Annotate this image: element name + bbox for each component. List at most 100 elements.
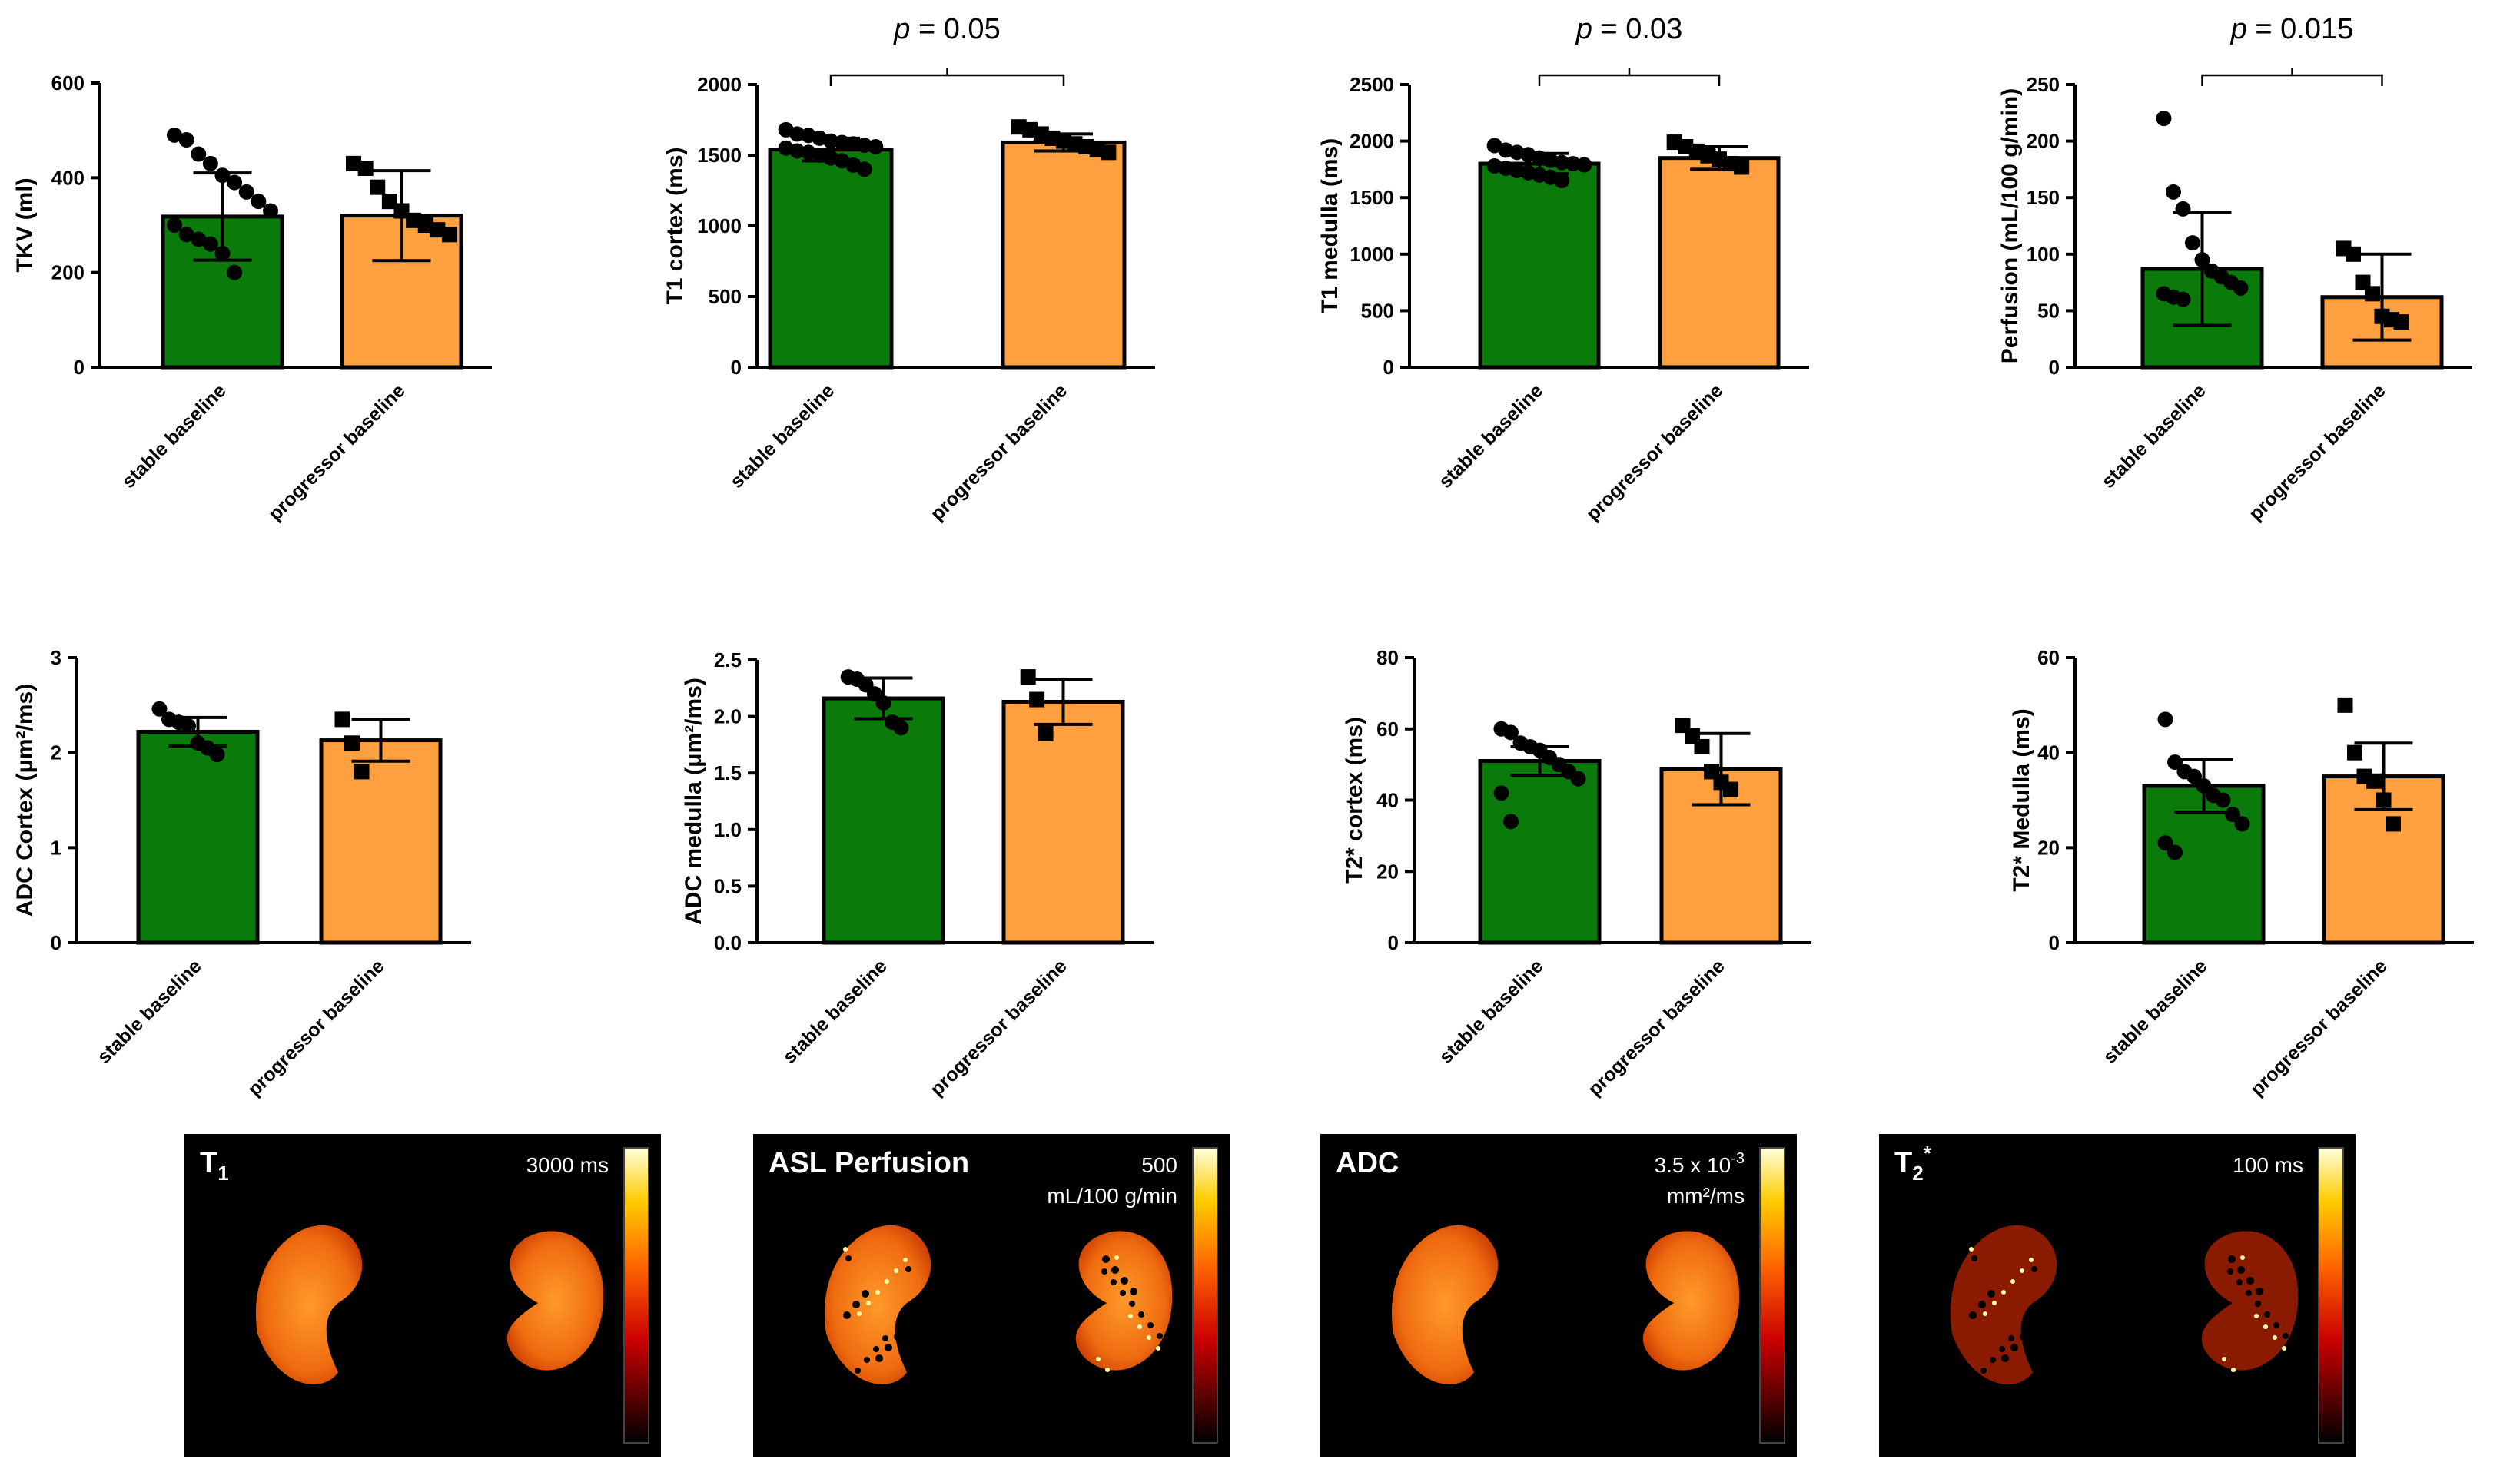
map-speckle [2227, 1268, 2233, 1275]
p-value-label: p = 0.015 [2230, 13, 2354, 45]
data-point-stable [2167, 754, 2183, 771]
data-point-stable [263, 203, 278, 219]
category-label-stable: stable baseline [726, 380, 839, 492]
data-point-stable [151, 701, 168, 717]
data-point-stable [2185, 235, 2200, 251]
y-tick-label: 80 [1376, 646, 1399, 669]
y-tick-label: 0 [74, 356, 85, 379]
bar-progressor-baseline [1001, 699, 1125, 945]
map-speckle [2279, 1357, 2286, 1364]
category-label-progressor: progressor baseline [264, 380, 410, 525]
map-speckle [2001, 1290, 2006, 1295]
map-speckle [1157, 1333, 1163, 1339]
category-label-progressor: progressor baseline [1584, 955, 1729, 1100]
category-label-stable: stable baseline [779, 955, 891, 1068]
p-value-symbol: p [2230, 13, 2247, 45]
y-tick-label: 60 [2037, 646, 2060, 669]
map-speckle [894, 1333, 901, 1341]
y-axis-label: Perfusion (mL/100 g/min) [1997, 88, 2023, 363]
map-speckle [2029, 1258, 2034, 1262]
y-tick-label: 500 [1361, 299, 1394, 322]
data-point-progressor [2366, 773, 2382, 789]
data-point-progressor [357, 161, 374, 176]
data-point-stable [238, 184, 254, 200]
data-point-progressor [354, 764, 370, 780]
data-point-stable [2167, 844, 2183, 860]
map-scale-text: mm²/ms [1667, 1184, 1745, 1208]
data-point-progressor [442, 227, 457, 243]
p-value-symbol: p [1575, 13, 1592, 45]
y-tick-label: 2.5 [714, 648, 742, 671]
map-speckle [2283, 1333, 2289, 1339]
map-speckle [2263, 1324, 2268, 1329]
category-label-stable: stable baseline [1435, 955, 1548, 1068]
data-point-stable [2175, 291, 2191, 307]
data-point-stable [2175, 201, 2191, 217]
category-label-progressor: progressor baseline [926, 380, 1071, 525]
map-speckle [1971, 1255, 1977, 1261]
category-label-stable: stable baseline [93, 955, 206, 1068]
left-kidney [1950, 1225, 2057, 1384]
right-kidney [506, 1231, 604, 1371]
map-speckle [1980, 1368, 1987, 1374]
map-scale-label: 100 ms [2233, 1153, 2303, 1177]
map-panel-4: T2* 100 ms [1879, 1134, 2356, 1457]
data-point-progressor [417, 217, 433, 233]
map-speckle [1138, 1311, 1144, 1318]
significance-bracket [829, 74, 1065, 86]
map-speckle [2256, 1288, 2263, 1295]
data-point-stable [202, 155, 218, 171]
chart-5: 0 1 2 3 ADC Cortex (μm²/ms) stable baseline pr… [12, 646, 471, 1100]
y-tick-label: 20 [2037, 836, 2060, 859]
map-speckle [873, 1346, 879, 1352]
map-title: T2* [1894, 1142, 1932, 1185]
data-point-stable [227, 264, 243, 280]
map-speckle [1129, 1301, 1135, 1307]
map-speckle [1969, 1311, 1977, 1319]
category-label-progressor: progressor baseline [926, 955, 1071, 1100]
y-tick-label: 40 [2037, 741, 2060, 764]
map-speckle [2255, 1301, 2261, 1307]
map-scale-text: 100 ms [2233, 1153, 2303, 1177]
data-point-progressor [381, 194, 397, 210]
data-point-stable [2234, 816, 2250, 832]
map-speckle [1093, 1368, 1101, 1375]
data-point-stable [1576, 157, 1592, 173]
map-speckle [2282, 1346, 2286, 1351]
y-axis-label: T2* Medulla (ms) [2009, 708, 2034, 891]
map-title: T1 [200, 1147, 229, 1185]
map-title: ADC [1336, 1147, 1399, 1179]
bar-progressor-baseline [1658, 156, 1781, 370]
data-point-stable [789, 126, 805, 142]
y-tick-label: 2.0 [714, 705, 742, 728]
map-speckle [1120, 1290, 1126, 1296]
data-point-stable [875, 695, 891, 711]
data-point-progressor [1723, 781, 1738, 797]
bar-stable-baseline [136, 729, 260, 945]
y-tick-label: 60 [1376, 718, 1399, 741]
map-speckle [2029, 1322, 2037, 1330]
map-scale-text: mL/100 g/min [1047, 1184, 1177, 1208]
data-point-progressor [2386, 816, 2401, 832]
p-value-number: = 0.05 [910, 13, 1000, 45]
map-title-subscript: 1 [217, 1162, 228, 1185]
map-speckle [1096, 1357, 1101, 1361]
y-tick-label: 0.0 [714, 931, 742, 954]
map-scale-label: mm²/ms [1667, 1184, 1745, 1208]
chart-7: 0 20 40 60 80 T2* cortex (ms) stable baseline p… [1342, 646, 1811, 1100]
data-point-progressor [1694, 738, 1710, 754]
data-point-stable [1570, 771, 1586, 787]
y-tick-label: 1000 [1350, 243, 1394, 266]
y-axis-label: TKV (ml) [12, 177, 38, 272]
map-speckle [1111, 1279, 1117, 1285]
map-speckle [2246, 1277, 2254, 1285]
data-point-progressor [2346, 246, 2361, 262]
bar-progressor-baseline [319, 738, 443, 945]
y-tick-label: 1.0 [714, 818, 742, 841]
data-point-progressor [370, 179, 386, 195]
map-scale-label: 3000 ms [526, 1153, 609, 1177]
data-point-progressor [393, 203, 410, 219]
map-panel-3: ADC 3.5 x 10-3 mm²/ms [1320, 1134, 1797, 1457]
